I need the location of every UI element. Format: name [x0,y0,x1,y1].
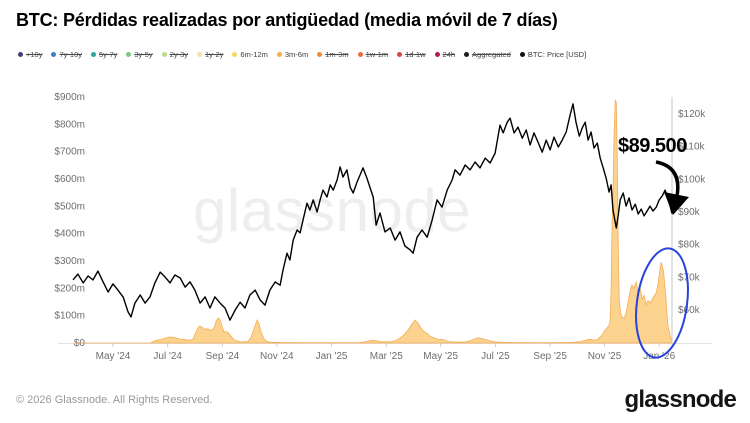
legend: +10y 7y-10y 5y-7y 3y-5y 2y-3y 1y-2y 6m-12m 3m-6… [18,50,586,59]
svg-text:$700m: $700m [54,147,85,158]
page-title: BTC: Pérdidas realizadas por antigüedad … [16,10,558,30]
legend-item-5y-7y[interactable]: 5y-7y [91,50,117,59]
legend-dot-icon [276,52,282,57]
legend-item-+10y[interactable]: +10y [18,50,42,59]
legend-label: 1d-1w [405,50,426,59]
losses-area-series [73,99,673,344]
svg-text:$200m: $200m [54,283,85,294]
legend-item-1d-1w[interactable]: 1d-1w [397,50,426,59]
legend-dot-icon [397,52,403,57]
svg-text:Nov '25: Nov '25 [588,351,622,362]
legend-label: 3y-5y [134,50,153,59]
legend-item-1w-1m[interactable]: 1w-1m [357,50,389,59]
legend-label: 7y-10y [59,50,82,59]
x-axis: May '24 Jul '24 Sep '24 Nov '24 Jan '25 Mar '… [96,343,676,362]
legend-item-7y-10y[interactable]: 7y-10y [51,50,82,59]
svg-text:Sep '24: Sep '24 [206,351,240,362]
legend-dot-icon [434,52,440,57]
svg-text:$600m: $600m [54,174,85,185]
svg-text:Jul '24: Jul '24 [153,351,182,362]
svg-text:$70k: $70k [678,272,701,283]
left-y-axis: $0 $100m $200m $300m $400m $500m $600m $700m $80… [54,92,85,349]
svg-text:Jan '25: Jan '25 [316,351,348,362]
legend-dot-icon [519,52,525,57]
svg-text:Nov '24: Nov '24 [260,351,294,362]
legend-item-1y-2y[interactable]: 1y-2y [197,50,223,59]
price-callout-annotation: $89.500 [618,135,687,157]
svg-text:$0: $0 [74,338,86,349]
legend-dot-icon [464,52,470,57]
svg-text:$300m: $300m [54,256,85,267]
svg-text:$400m: $400m [54,229,85,240]
legend-dot-icon [317,52,323,57]
legend-dot-icon [197,52,203,57]
legend-label: 5y-7y [99,50,118,59]
copyright-text: © 2026 Glassnode. All Rights Reserved. [16,394,213,406]
legend-item-3m-6m[interactable]: 3m-6m [276,50,309,59]
legend-item-3y-5y[interactable]: 3y-5y [126,50,153,59]
svg-text:May '24: May '24 [96,351,131,362]
legend-item-6m-12m[interactable]: 6m-12m [232,50,268,59]
arrow-annotation-head-icon [664,192,689,215]
legend-label: +10y [26,50,43,59]
svg-text:$120k: $120k [678,109,706,120]
svg-text:$500m: $500m [54,201,85,212]
highlight-ellipse-annotation [635,247,689,359]
svg-text:$100k: $100k [678,174,706,185]
legend-label: 6m-12m [240,50,268,59]
svg-text:$60k: $60k [678,305,701,316]
legend-dot-icon [51,52,57,57]
svg-text:Sep '25: Sep '25 [533,351,567,362]
svg-text:May '25: May '25 [423,351,458,362]
glassnode-logo: glassnode [624,386,737,413]
legend-label: 24h [442,50,456,59]
legend-item-1m-3m[interactable]: 1m-3m [317,50,349,59]
legend-item-2y-3y[interactable]: 2y-3y [161,50,189,59]
legend-dot-icon [91,52,96,57]
right-y-axis: $60k $70k $80k $90k $100k $110k $120k [678,109,706,316]
arrow-annotation-shaft [655,160,680,197]
legend-label: 1m-3m [325,50,349,59]
svg-text:$800m: $800m [54,119,85,130]
legend-label: BTC: Price [USD] [527,50,587,59]
svg-text:$100m: $100m [54,311,85,322]
svg-text:Mar '25: Mar '25 [370,351,403,362]
legend-label: Aggregated [472,50,511,59]
legend-dot-icon [357,52,363,57]
legend-label: 1y-2y [205,50,224,59]
legend-item-aggregated[interactable]: Aggregated [464,50,511,59]
legend-dot-icon [161,52,167,57]
svg-text:$80k: $80k [678,240,701,251]
legend-item-24h[interactable]: 24h [434,50,456,59]
legend-label: 2y-3y [169,50,189,59]
svg-text:$110k: $110k [678,142,706,153]
legend-dot-icon [232,52,238,57]
legend-label: 3m-6m [284,50,309,59]
svg-text:$90k: $90k [678,207,701,218]
legend-dot-icon [126,52,132,57]
legend-dot-icon [18,52,23,57]
svg-text:Jul '25: Jul '25 [481,351,510,362]
price-line-series [72,103,673,321]
legend-item-btc-price-usd-[interactable]: BTC: Price [USD] [519,50,587,59]
svg-text:$900m: $900m [54,92,85,103]
legend-label: 1w-1m [365,50,389,59]
